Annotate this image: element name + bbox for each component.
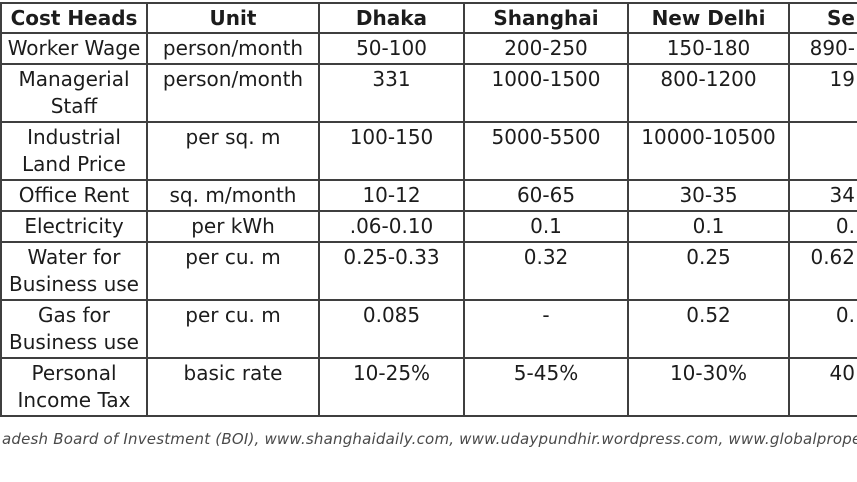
row-label: Water for Business use xyxy=(0,241,148,301)
table-cell: 10-12 xyxy=(318,179,465,212)
table-cell-cropped: 19 xyxy=(788,63,857,123)
table-cell: 0.32 xyxy=(463,241,629,301)
table-cell: 200-250 xyxy=(463,32,629,65)
table-cell-cropped: 0. xyxy=(788,210,857,243)
table-cell: - xyxy=(463,299,629,359)
table-row-managerial-staff: Managerial Staff person/month 331 1000-1… xyxy=(0,63,857,123)
table-cell: 60-65 xyxy=(463,179,629,212)
table-cell-cropped: 40 xyxy=(788,357,857,417)
table-cell: basic rate xyxy=(146,357,320,417)
cost-comparison-table: Cost Heads Unit Dhaka Shanghai New Delhi… xyxy=(0,2,857,417)
table-cell: .06-0.10 xyxy=(318,210,465,243)
table-cell: 331 xyxy=(318,63,465,123)
header-row: Cost Heads Unit Dhaka Shanghai New Delhi… xyxy=(0,2,857,34)
table-cell-cropped xyxy=(788,121,857,181)
row-label: Office Rent xyxy=(0,179,148,212)
source-citation: adesh Board of Investment (BOI), www.sha… xyxy=(2,430,857,448)
table-cell: 0.1 xyxy=(627,210,790,243)
column-header-seoul-cropped: Se xyxy=(788,2,857,34)
table-cell: 0.25-0.33 xyxy=(318,241,465,301)
table-cell-cropped: 0.62 xyxy=(788,241,857,301)
table-cell-cropped: 0. xyxy=(788,299,857,359)
row-label: Electricity xyxy=(0,210,148,243)
column-header-unit: Unit xyxy=(146,2,320,34)
table-cell: 1000-1500 xyxy=(463,63,629,123)
table-cell: 150-180 xyxy=(627,32,790,65)
table-cell: 10-25% xyxy=(318,357,465,417)
table-cell: 5-45% xyxy=(463,357,629,417)
table-row-office-rent: Office Rent sq. m/month 10-12 60-65 30-3… xyxy=(0,179,857,212)
table-row-gas-business-use: Gas for Business use per cu. m 0.085 - 0… xyxy=(0,299,857,359)
table-cell-cropped: 890- xyxy=(788,32,857,65)
row-label: Personal Income Tax xyxy=(0,357,148,417)
table-cell-cropped: 34 xyxy=(788,179,857,212)
table-cell: 30-35 xyxy=(627,179,790,212)
row-label: Managerial Staff xyxy=(0,63,148,123)
table-cell: 0.25 xyxy=(627,241,790,301)
table-row-personal-income-tax: Personal Income Tax basic rate 10-25% 5-… xyxy=(0,357,857,417)
table-cell: 10-30% xyxy=(627,357,790,417)
table-cell: 0.085 xyxy=(318,299,465,359)
column-header-dhaka: Dhaka xyxy=(318,2,465,34)
table-cell: 0.1 xyxy=(463,210,629,243)
table-row-electricity: Electricity per kWh .06-0.10 0.1 0.1 0. xyxy=(0,210,857,243)
table-header: Cost Heads Unit Dhaka Shanghai New Delhi… xyxy=(0,2,857,34)
table-cell: 10000-10500 xyxy=(627,121,790,181)
table-cell: 5000-5500 xyxy=(463,121,629,181)
row-label: Gas for Business use xyxy=(0,299,148,359)
table-cell: per kWh xyxy=(146,210,320,243)
table-cell: 800-1200 xyxy=(627,63,790,123)
table-cell: sq. m/month xyxy=(146,179,320,212)
table-body: Worker Wage person/month 50-100 200-250 … xyxy=(0,32,857,417)
column-header-shanghai: Shanghai xyxy=(463,2,629,34)
column-header-cost-heads: Cost Heads xyxy=(0,2,148,34)
table-cell: per cu. m xyxy=(146,241,320,301)
table-cell: person/month xyxy=(146,63,320,123)
table-cell: 0.52 xyxy=(627,299,790,359)
table-row-worker-wage: Worker Wage person/month 50-100 200-250 … xyxy=(0,32,857,65)
table-cell: 100-150 xyxy=(318,121,465,181)
table-cell: per cu. m xyxy=(146,299,320,359)
table-cell: per sq. m xyxy=(146,121,320,181)
row-label: Industrial Land Price xyxy=(0,121,148,181)
table-cell: 50-100 xyxy=(318,32,465,65)
column-header-new-delhi: New Delhi xyxy=(627,2,790,34)
table-row-industrial-land-price: Industrial Land Price per sq. m 100-150 … xyxy=(0,121,857,181)
row-label: Worker Wage xyxy=(0,32,148,65)
table-row-water-business-use: Water for Business use per cu. m 0.25-0.… xyxy=(0,241,857,301)
table-cell: person/month xyxy=(146,32,320,65)
